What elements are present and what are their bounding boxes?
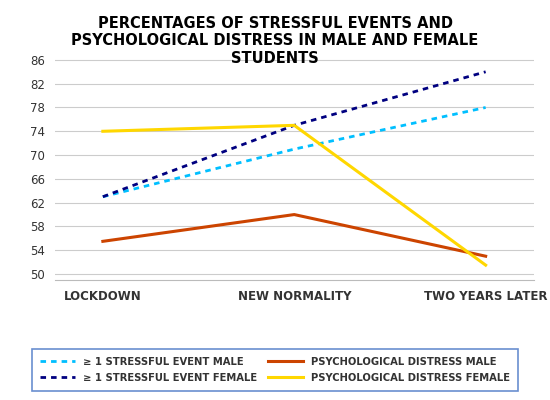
Text: PERCENTAGES OF STRESSFUL EVENTS AND
PSYCHOLOGICAL DISTRESS IN MALE AND FEMALE
ST: PERCENTAGES OF STRESSFUL EVENTS AND PSYC… xyxy=(72,16,478,66)
Legend: ≥ 1 STRESSFUL EVENT MALE, ≥ 1 STRESSFUL EVENT FEMALE, PSYCHOLOGICAL DISTRESS MAL: ≥ 1 STRESSFUL EVENT MALE, ≥ 1 STRESSFUL … xyxy=(32,349,518,391)
